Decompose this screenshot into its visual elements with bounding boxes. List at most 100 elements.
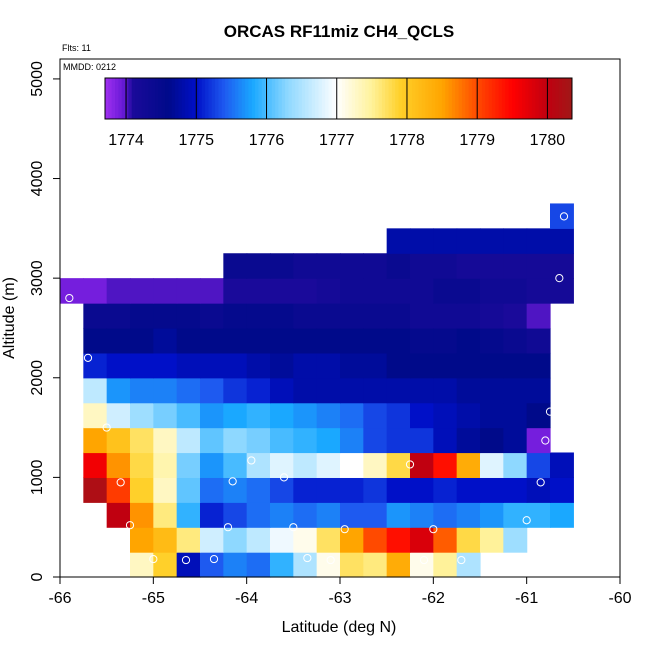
colorbar-segment [398,78,403,119]
heatmap-cell [176,552,201,578]
heatmap-cell [340,402,364,429]
heatmap-cell [456,527,481,553]
colorbar-segment [148,78,153,119]
colorbar-tick-label: 1777 [319,132,355,149]
heatmap-cell [246,352,271,379]
heatmap-cell [130,352,154,379]
sample-point [65,293,74,303]
colorbar-segment [138,78,143,119]
colorbar-tick-label: 1780 [530,132,566,149]
colorbar-segment [408,78,413,119]
heatmap-cell [293,477,318,503]
colorbar-segment [295,78,299,119]
heatmap-cell [223,303,248,329]
heatmap-cell [410,477,434,503]
colorbar-segment [201,78,206,119]
colorbar: 1774 1775 1776 1777 1778 1779 1780 [104,77,573,149]
heatmap-cell [153,527,178,553]
heatmap-cell [153,352,178,379]
heatmap-cell [223,552,248,578]
heatmap-cell [223,527,248,553]
sample-point [494,555,503,565]
heatmap-cell [456,352,481,379]
heatmap-cell [480,452,504,478]
colorbar-tick-label: 1779 [459,132,495,149]
colorbar-segment [178,78,183,119]
heatmap-cell [246,377,271,404]
colorbar-segment [381,78,386,119]
colorbar-segment [131,78,136,119]
sample-point [303,553,312,563]
colorbar-segment [228,78,233,119]
colorbar-segment [491,78,496,119]
colorbar-segment [145,78,149,119]
heatmap-cell [176,427,201,454]
heatmap-cell [340,477,364,503]
sample-point [289,523,298,532]
heatmap-cell [176,352,201,379]
heatmap-cell [433,452,458,478]
colorbar-segment [471,78,476,119]
heatmap-cell [503,253,528,279]
heatmap-cell [410,502,434,528]
heatmap-cell [83,427,108,454]
heatmap-cell [480,228,504,254]
heatmap-cell [200,352,224,379]
colorbar-segment [348,78,353,119]
heatmap-cell [106,427,131,454]
colorbar-segment [411,78,416,119]
colorbar-segment [485,78,490,119]
heatmap-cell [363,377,388,404]
heatmap-cell [340,278,364,304]
heatmap-cell [503,228,528,254]
heatmap-cell [316,253,341,279]
heatmap-cell [456,377,481,404]
colorbar-segment [531,78,536,119]
y-tick-label: 0 [29,572,46,581]
heatmap-cell [480,352,504,379]
heatmap-cell [130,477,154,503]
colorbar-segment [358,78,363,119]
heatmap-cell [293,427,318,454]
colorbar-segment [338,78,343,119]
heatmap-cell [246,552,271,578]
heatmap-cell [200,377,224,404]
colorbar-segment [431,78,436,119]
heatmap-cell [153,402,178,429]
heatmap-cell [83,303,108,329]
heatmap-cell [410,253,434,279]
heatmap-cell [200,303,224,329]
sample-point [125,521,135,530]
heatmap-cell [106,452,131,478]
heatmap-cell [386,452,411,478]
sample-point [223,523,233,532]
heatmap-cell [200,278,224,304]
heatmap-cell [316,477,341,503]
y-tick-label: 3000 [29,260,46,296]
heatmap-cell [270,377,294,404]
heatmap-cell [386,327,411,354]
colorbar-segment [505,78,510,119]
heatmap-cell [386,253,411,279]
heatmap-cell [410,377,434,404]
heatmap-cell [386,278,411,304]
heatmap-cell [270,327,294,354]
heatmap-cell [456,253,481,279]
colorbar-segment [441,78,446,119]
sample-points [65,212,569,565]
heatmap-cell [176,452,201,478]
colorbar-segment [555,78,560,119]
sample-point [181,555,191,565]
heatmap-cell [293,527,318,553]
colorbar-segment [538,78,543,119]
chart-title: ORCAS RF11miz CH4_QCLS [224,22,455,41]
colorbar-segment [211,78,216,119]
heatmap-cell [550,452,574,478]
heatmap-cell [83,352,108,379]
colorbar-segment [141,78,146,119]
colorbar-segment [195,78,199,119]
heatmap-cell [270,502,294,528]
heatmap-cell [176,477,201,503]
heatmap-cell [503,278,528,304]
heatmap-cell [106,352,131,379]
